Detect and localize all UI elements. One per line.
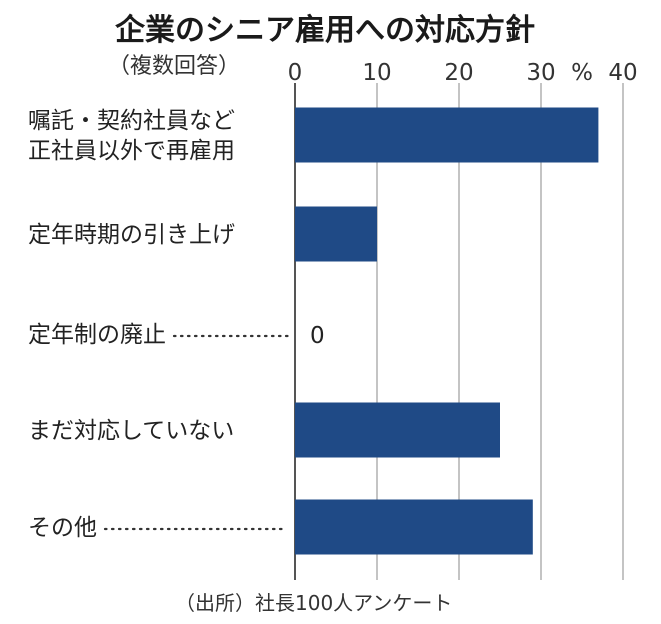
chart-source: （出所）社長100人アンケート: [175, 591, 452, 615]
tick-label-20: 20: [444, 60, 473, 86]
data-label-2: 0: [310, 323, 325, 349]
grid-layer: [294, 83, 624, 580]
bar-0: [295, 107, 599, 163]
tick-label-30: 30: [526, 60, 555, 86]
category-label-2: 定年制の廃止: [28, 322, 166, 348]
chart-title: 企業のシニア雇用への対応方針: [115, 13, 535, 48]
category-label-0-line-0: 嘱託・契約社員など: [28, 108, 235, 134]
category-label-3: まだ対応していない: [28, 418, 234, 444]
chart-subtitle: （複数回答）: [108, 54, 240, 79]
category-label-4: その他: [28, 515, 97, 541]
tick-label-40: 40: [608, 60, 637, 86]
bar-4: [295, 499, 533, 555]
tick-label-0: 0: [288, 60, 303, 86]
bar-1: [295, 206, 377, 262]
unit-label: %: [571, 60, 593, 86]
label-layer: 0 10 20 30 40% 嘱託・契約社員など正社員以外で再雇用定年時期の引き上げ定年制…: [28, 60, 638, 541]
bar-3: [295, 402, 500, 458]
category-label-0-line-1: 正社員以外で再雇用: [28, 138, 235, 164]
category-label-1: 定年時期の引き上げ: [28, 222, 235, 248]
tick-label-10: 10: [362, 60, 391, 86]
bar-layer: [295, 107, 599, 555]
